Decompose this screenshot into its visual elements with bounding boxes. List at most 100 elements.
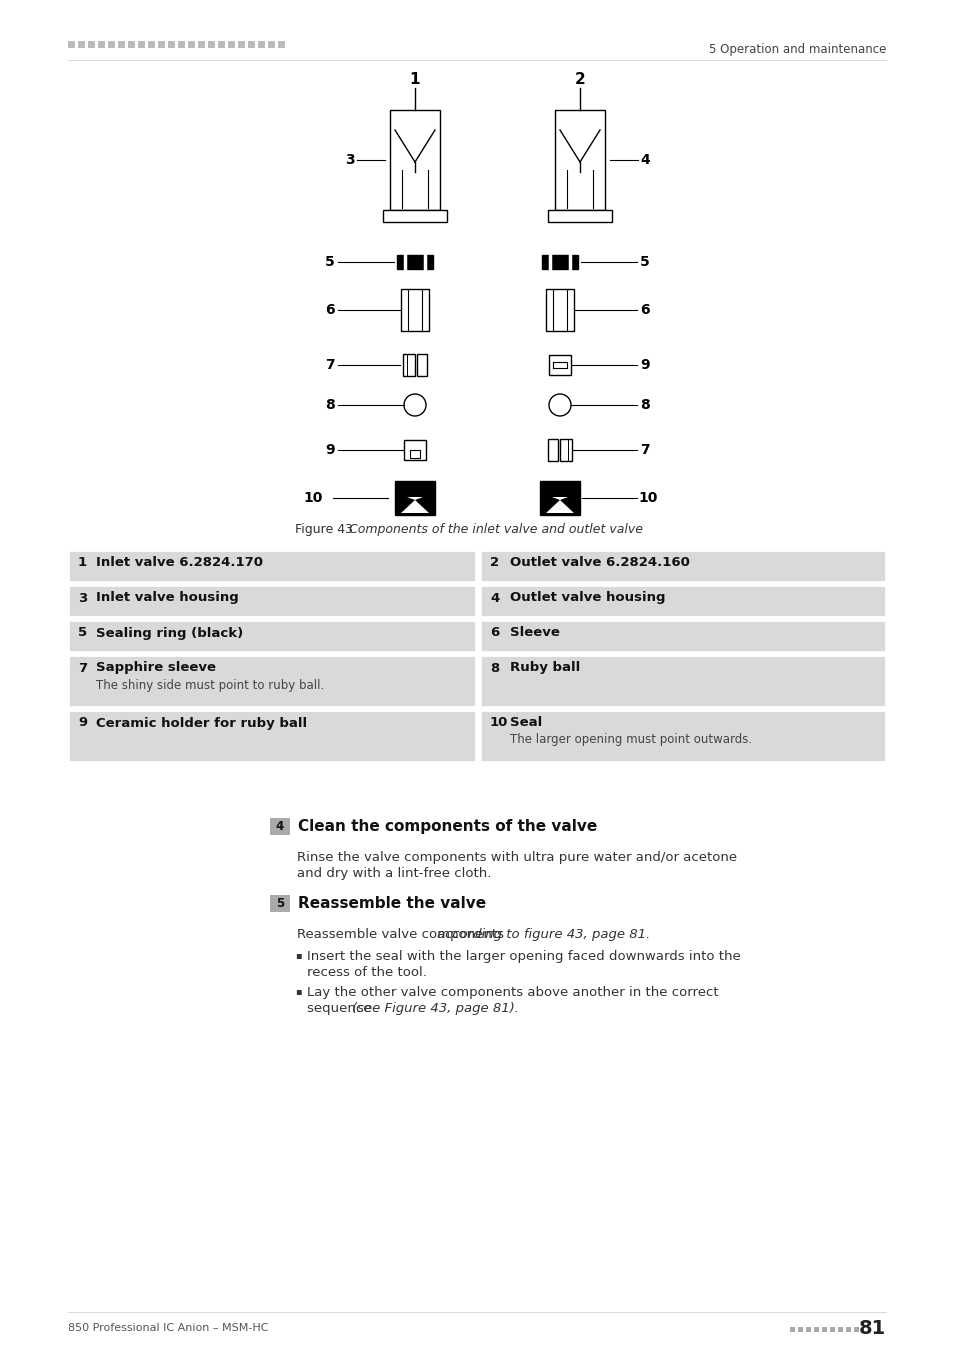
Text: 9: 9 bbox=[325, 443, 335, 458]
Bar bbox=[541, 255, 578, 269]
Bar bbox=[68, 710, 476, 761]
Text: 5: 5 bbox=[275, 896, 284, 910]
Polygon shape bbox=[407, 497, 422, 500]
Text: according to figure 43, page 81.: according to figure 43, page 81. bbox=[436, 927, 650, 941]
Text: 5: 5 bbox=[639, 255, 649, 269]
Bar bbox=[402, 354, 415, 377]
Bar bbox=[188, 40, 194, 49]
Text: Outlet valve 6.2824.160: Outlet valve 6.2824.160 bbox=[510, 556, 689, 570]
Text: Figure 43: Figure 43 bbox=[294, 524, 353, 536]
Bar bbox=[789, 1327, 794, 1332]
Bar bbox=[829, 1327, 834, 1332]
Polygon shape bbox=[545, 500, 574, 513]
Bar bbox=[178, 40, 185, 49]
Bar bbox=[395, 481, 435, 514]
Bar bbox=[268, 40, 274, 49]
Text: 4: 4 bbox=[490, 591, 498, 605]
Text: 9: 9 bbox=[639, 358, 649, 373]
Text: 5 Operation and maintenance: 5 Operation and maintenance bbox=[708, 43, 885, 57]
Text: 10: 10 bbox=[638, 491, 657, 505]
Bar bbox=[479, 585, 885, 617]
Text: Outlet valve housing: Outlet valve housing bbox=[510, 591, 665, 605]
Text: Insert the seal with the larger opening faced downwards into the: Insert the seal with the larger opening … bbox=[307, 950, 740, 963]
Text: 10: 10 bbox=[303, 491, 323, 505]
Text: 1: 1 bbox=[78, 556, 87, 570]
Text: 5: 5 bbox=[325, 255, 335, 269]
Bar bbox=[248, 40, 254, 49]
Text: Inlet valve 6.2824.170: Inlet valve 6.2824.170 bbox=[96, 556, 263, 570]
Bar bbox=[555, 109, 604, 211]
Bar bbox=[68, 549, 476, 582]
Bar bbox=[805, 1327, 810, 1332]
Text: sequence: sequence bbox=[307, 1002, 375, 1015]
Text: Reassemble the valve: Reassemble the valve bbox=[297, 896, 486, 911]
Bar bbox=[410, 450, 419, 458]
Bar bbox=[270, 895, 290, 913]
Bar bbox=[845, 1327, 850, 1332]
Bar bbox=[270, 818, 290, 836]
Bar bbox=[479, 549, 885, 582]
Text: 6: 6 bbox=[490, 626, 498, 640]
Bar bbox=[547, 439, 558, 460]
Bar bbox=[821, 1327, 826, 1332]
Bar bbox=[158, 40, 165, 49]
Text: Sapphire sleeve: Sapphire sleeve bbox=[96, 662, 215, 675]
Text: 6: 6 bbox=[325, 302, 335, 317]
Text: 7: 7 bbox=[78, 662, 87, 675]
Bar bbox=[68, 40, 75, 49]
Text: Rinse the valve components with ultra pure water and/or acetone: Rinse the valve components with ultra pu… bbox=[296, 850, 737, 864]
Bar bbox=[400, 289, 429, 331]
Text: 2: 2 bbox=[574, 73, 585, 88]
Text: (see Figure 43, page 81).: (see Figure 43, page 81). bbox=[352, 1002, 518, 1015]
Text: Sealing ring (black): Sealing ring (black) bbox=[96, 626, 243, 640]
Bar bbox=[813, 1327, 818, 1332]
Bar bbox=[148, 40, 154, 49]
Bar bbox=[198, 40, 205, 49]
Text: 6: 6 bbox=[639, 302, 649, 317]
Text: 4: 4 bbox=[639, 153, 649, 167]
Text: 10: 10 bbox=[490, 717, 508, 729]
Text: 3: 3 bbox=[345, 153, 355, 167]
Text: Reassemble valve components: Reassemble valve components bbox=[296, 927, 508, 941]
Bar bbox=[228, 40, 234, 49]
Bar bbox=[548, 355, 571, 375]
Bar bbox=[68, 620, 476, 652]
Text: 9: 9 bbox=[78, 717, 87, 729]
Bar bbox=[168, 40, 174, 49]
Text: The shiny side must point to ruby ball.: The shiny side must point to ruby ball. bbox=[96, 679, 324, 691]
Bar bbox=[382, 211, 447, 221]
Bar bbox=[68, 655, 476, 707]
Bar bbox=[853, 1327, 858, 1332]
Text: Ruby ball: Ruby ball bbox=[510, 662, 579, 675]
Text: Sleeve: Sleeve bbox=[510, 626, 559, 640]
Text: 81: 81 bbox=[858, 1319, 885, 1338]
Text: Ceramic holder for ruby ball: Ceramic holder for ruby ball bbox=[96, 717, 307, 729]
Circle shape bbox=[403, 394, 426, 416]
Text: 7: 7 bbox=[325, 358, 335, 373]
Text: Lay the other valve components above another in the correct: Lay the other valve components above ano… bbox=[307, 986, 718, 999]
Bar bbox=[277, 40, 285, 49]
Bar bbox=[539, 481, 579, 514]
Bar bbox=[403, 440, 426, 460]
Bar bbox=[390, 109, 439, 211]
Bar bbox=[479, 655, 885, 707]
Text: 2: 2 bbox=[490, 556, 498, 570]
Bar bbox=[479, 710, 885, 761]
Text: Clean the components of the valve: Clean the components of the valve bbox=[297, 819, 597, 834]
Bar bbox=[547, 211, 612, 221]
Bar bbox=[545, 289, 574, 331]
Bar bbox=[118, 40, 125, 49]
Bar bbox=[138, 40, 145, 49]
Bar bbox=[237, 40, 245, 49]
Text: 850 Professional IC Anion – MSM-HC: 850 Professional IC Anion – MSM-HC bbox=[68, 1323, 268, 1332]
Text: 1: 1 bbox=[410, 73, 420, 88]
Bar bbox=[68, 585, 476, 617]
Text: 5: 5 bbox=[78, 626, 87, 640]
Bar bbox=[416, 354, 427, 377]
Bar bbox=[396, 255, 433, 269]
Bar bbox=[128, 40, 135, 49]
Text: Seal: Seal bbox=[510, 717, 541, 729]
Text: recess of the tool.: recess of the tool. bbox=[307, 967, 426, 979]
Text: and dry with a lint-free cloth.: and dry with a lint-free cloth. bbox=[296, 867, 491, 880]
Bar bbox=[98, 40, 105, 49]
